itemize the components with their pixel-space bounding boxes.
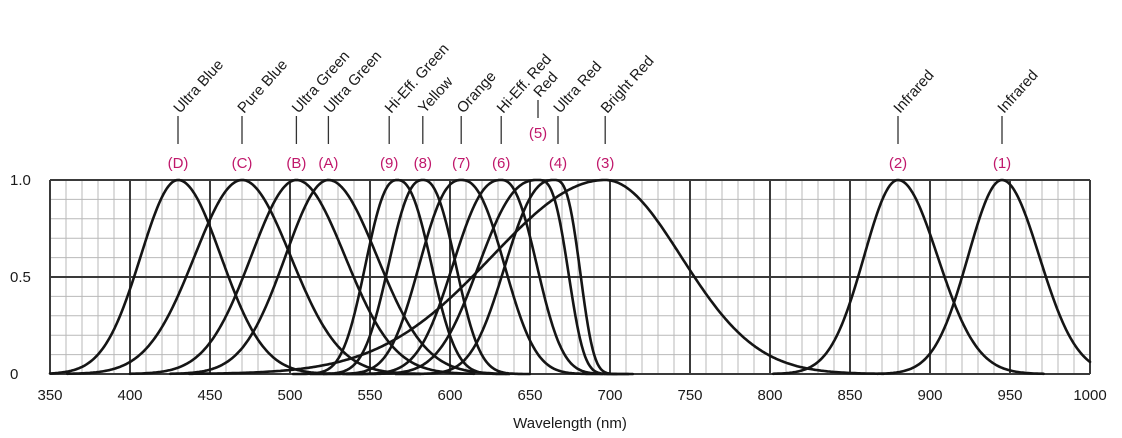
led-code-label: (6) <box>492 155 510 172</box>
led-code-label: (8) <box>414 155 432 172</box>
spectral-curve <box>771 178 1045 376</box>
led-code-label: (A) <box>318 155 338 172</box>
x-tick-label: 900 <box>917 387 942 404</box>
led-name-label: Orange <box>454 68 500 117</box>
led-name-label: Ultra Red <box>550 58 605 116</box>
spectral-curve <box>394 178 634 376</box>
led-name-label: Ultra Blue <box>170 56 227 116</box>
spectral-curve <box>187 178 885 376</box>
led-code-label: (C) <box>232 155 253 172</box>
x-tick-label: 950 <box>997 387 1022 404</box>
led-code-label: (D) <box>168 155 189 172</box>
led-name-label: Pure Blue <box>234 56 291 116</box>
y-tick-label: 1.0 <box>10 172 31 189</box>
x-tick-label: 650 <box>517 387 542 404</box>
x-tick-label: 550 <box>357 387 382 404</box>
spectral-curve <box>341 178 618 376</box>
x-tick-label: 500 <box>277 387 302 404</box>
x-axis-title: Wavelength (nm) <box>513 415 627 432</box>
x-tick-label: 1000 <box>1073 387 1106 404</box>
x-tick-label: 800 <box>757 387 782 404</box>
spectral-curve <box>169 178 508 376</box>
led-code-label: (7) <box>452 155 470 172</box>
spectral-curve <box>66 178 423 376</box>
x-tick-label: 750 <box>677 387 702 404</box>
led-code-label: (4) <box>549 155 567 172</box>
x-tick-label: 700 <box>597 387 622 404</box>
led-code-label: (2) <box>889 155 907 172</box>
x-tick-label: 450 <box>197 387 222 404</box>
led-code-label: (B) <box>286 155 306 172</box>
spectral-curve <box>322 178 604 376</box>
x-tick-label: 350 <box>37 387 62 404</box>
led-name-label: Infrared <box>890 67 937 117</box>
led-code-label: (9) <box>380 155 398 172</box>
x-tick-label: 850 <box>837 387 862 404</box>
y-tick-label: 0.5 <box>10 269 31 286</box>
led-name-label: Bright Red <box>598 53 658 117</box>
led-code-label: (1) <box>993 155 1011 172</box>
led-code-label: (3) <box>596 155 614 172</box>
spectral-curve <box>345 178 630 376</box>
y-tick-label: 0 <box>10 366 18 383</box>
spectral-curves <box>48 178 1092 376</box>
led-code-label: (5) <box>529 125 547 142</box>
spectral-curve <box>875 178 1092 376</box>
spectral-curve <box>291 178 511 376</box>
x-tick-label: 400 <box>117 387 142 404</box>
led-name-label: Infrared <box>994 67 1041 117</box>
axis-labels: 350 400 450 500 550 600 650 700 750 800 850 900 950 1… <box>10 172 1107 404</box>
spectral-curve <box>128 178 476 376</box>
spectral-curve <box>48 178 337 375</box>
led-labels: (D)Ultra Blue(C)Pure Blue(B)Ultra Green(… <box>168 40 1042 172</box>
x-tick-label: 600 <box>437 387 462 404</box>
spectral-curve <box>309 178 531 376</box>
